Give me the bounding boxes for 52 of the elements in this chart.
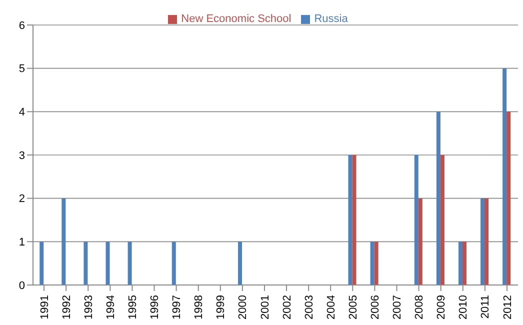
bar — [238, 242, 242, 285]
x-tick-label: 1992 — [60, 295, 73, 320]
x-tick-label: 1999 — [215, 295, 228, 320]
x-tick-label: 2005 — [347, 295, 360, 320]
bar — [418, 198, 422, 285]
bar — [172, 242, 176, 285]
bar — [484, 198, 489, 285]
bar — [62, 198, 66, 285]
x-tick-label: 1998 — [193, 295, 206, 320]
bar — [106, 242, 110, 285]
y-tick-label: 1 — [18, 236, 25, 249]
x-tick-label: 2008 — [414, 295, 426, 320]
x-tick-label: 2009 — [436, 295, 448, 320]
x-tick-label: 2006 — [370, 295, 382, 320]
y-tick-label: 3 — [18, 150, 25, 162]
x-tick-label: 2004 — [325, 295, 338, 320]
y-tick-label: 0 — [18, 280, 25, 292]
x-tick-label: 2002 — [281, 295, 294, 320]
x-tick-label: 2007 — [392, 295, 404, 320]
bar — [374, 242, 378, 285]
y-tick-label: 2 — [18, 193, 25, 206]
x-tick-label: 2000 — [237, 295, 250, 320]
x-tick-label: 2011 — [480, 295, 492, 319]
x-tick-label: 1996 — [149, 295, 162, 320]
bar — [40, 242, 44, 285]
y-tick-label: 5 — [18, 63, 25, 76]
x-tick-label: 2012 — [502, 295, 514, 320]
bar — [348, 155, 352, 285]
y-tick-label: 4 — [18, 106, 25, 119]
bar — [440, 155, 444, 285]
bar — [370, 242, 374, 285]
bar — [506, 112, 511, 285]
legend-label: Russia — [314, 13, 348, 25]
bar — [414, 155, 418, 285]
bar — [352, 155, 356, 285]
x-tick-label: 2010 — [458, 295, 470, 320]
bar — [502, 68, 507, 285]
bar — [128, 242, 132, 285]
bar — [84, 242, 88, 285]
legend-label: New Economic School — [181, 13, 292, 25]
x-tick-label: 1997 — [171, 295, 184, 320]
bar — [462, 242, 466, 285]
x-tick-label: 1995 — [127, 295, 140, 320]
x-tick-label: 1993 — [82, 295, 95, 320]
bar — [458, 242, 462, 285]
x-tick-label: 2003 — [303, 295, 316, 320]
x-tick-label: 1991 — [38, 295, 51, 320]
x-tick-label: 1994 — [104, 295, 117, 320]
y-tick-label: 6 — [18, 20, 25, 32]
bar — [436, 112, 440, 285]
bar — [480, 198, 485, 285]
x-tick-label: 2001 — [259, 295, 272, 320]
